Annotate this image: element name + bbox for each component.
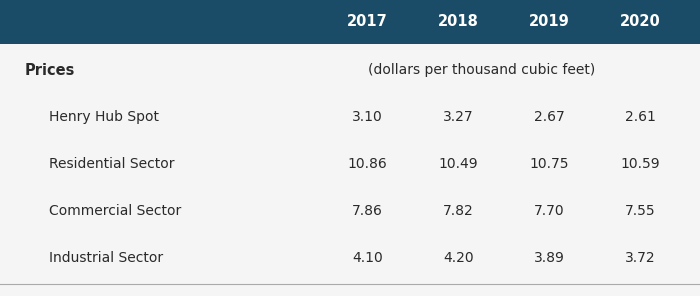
Text: 2017: 2017: [347, 15, 388, 29]
Text: (dollars per thousand cubic feet): (dollars per thousand cubic feet): [368, 63, 595, 77]
Text: 7.55: 7.55: [625, 204, 656, 218]
Text: 10.59: 10.59: [621, 157, 660, 171]
Text: 7.82: 7.82: [443, 204, 474, 218]
Text: 4.10: 4.10: [352, 251, 383, 265]
Text: 2.61: 2.61: [625, 110, 656, 124]
Text: 2020: 2020: [620, 15, 661, 29]
Text: 10.75: 10.75: [530, 157, 569, 171]
Text: 7.86: 7.86: [352, 204, 383, 218]
FancyBboxPatch shape: [0, 0, 700, 44]
Text: Prices: Prices: [25, 63, 75, 78]
Text: Henry Hub Spot: Henry Hub Spot: [49, 110, 159, 124]
Text: 3.72: 3.72: [625, 251, 656, 265]
Text: 10.86: 10.86: [348, 157, 387, 171]
Text: 3.27: 3.27: [443, 110, 474, 124]
Text: Residential Sector: Residential Sector: [49, 157, 174, 171]
Text: 10.49: 10.49: [439, 157, 478, 171]
Text: 3.10: 3.10: [352, 110, 383, 124]
Text: 7.70: 7.70: [534, 204, 565, 218]
Text: 2018: 2018: [438, 15, 479, 29]
Text: 3.89: 3.89: [534, 251, 565, 265]
Text: 2019: 2019: [529, 15, 570, 29]
Text: 4.20: 4.20: [443, 251, 474, 265]
Text: Commercial Sector: Commercial Sector: [49, 204, 181, 218]
Text: 2.67: 2.67: [534, 110, 565, 124]
Text: Industrial Sector: Industrial Sector: [49, 251, 163, 265]
